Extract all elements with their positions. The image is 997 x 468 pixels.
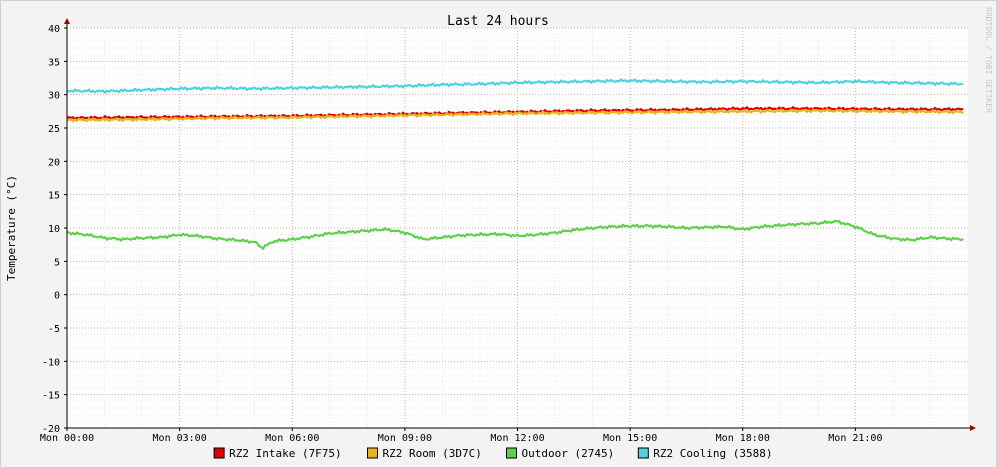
series-line-3 [66,78,964,94]
x-tick-label: Mon 18:00 [716,433,770,444]
legend-item: RZ2 Room (3D7C) [367,447,482,460]
y-tick-label: -20 [42,424,60,435]
legend-swatch [213,447,225,459]
legend-swatch [367,447,378,459]
y-tick-label: 20 [48,157,60,168]
legend-label: RZ2 Room (3D7C) [383,447,482,460]
y-tick-label: 40 [48,24,60,35]
legend-swatch [637,447,649,459]
x-tick-label: Mon 15:00 [603,433,657,444]
y-tick-label: -10 [42,357,60,368]
chart-title: Last 24 hours [447,14,549,29]
axes [64,18,976,431]
series-layer [66,78,964,250]
legend-label: Outdoor (2745) [522,447,615,460]
y-tick-label: -15 [42,391,60,402]
x-tick-label: Mon 12:00 [490,433,544,444]
y-tick-label: 30 [48,91,60,102]
y-axis-arrow [64,18,70,24]
legend-item: Outdoor (2745) [506,447,615,460]
series-line-1 [66,108,964,123]
y-tick-label: 35 [48,57,60,68]
legend-label: RZ2 Cooling (3588) [653,447,772,460]
y-tick-label: 0 [54,291,60,302]
x-tick-label: Mon 03:00 [153,433,207,444]
y-tick-label: 5 [54,257,60,268]
x-tick-label: Mon 21:00 [828,433,882,444]
x-tick-label: Mon 06:00 [265,433,319,444]
legend-label: RZ2 Intake (7F75) [229,447,342,460]
legend-swatch [506,447,517,459]
legend: RZ2 Intake (7F75) RZ2 Room (3D7C) Outdoor … [213,447,773,460]
y-tick-label: 15 [48,191,60,202]
legend-item: RZ2 Intake (7F75) [213,447,342,460]
y-tick-label: -5 [48,324,60,335]
y-tick-labels: 40 35 30 25 20 15 10 5 0 -5 -10 -15 -20 [42,24,60,435]
x-axis-arrow [970,425,976,431]
y-axis-label: Temperature (°C) [5,175,18,281]
x-tick-label: Mon 00:00 [40,433,94,444]
y-tick-label: 10 [48,224,60,235]
legend-item: RZ2 Cooling (3588) [637,447,773,460]
y-tick-label: 25 [48,124,60,135]
x-tick-labels: Mon 00:00 Mon 03:00 Mon 06:00 Mon 09:00 Mon … [40,433,883,444]
x-tick-label: Mon 09:00 [378,433,432,444]
series-line-2 [66,219,964,250]
watermark: RRDTOOL / TOBI OETIKER [984,7,993,113]
major-grid [66,27,968,429]
